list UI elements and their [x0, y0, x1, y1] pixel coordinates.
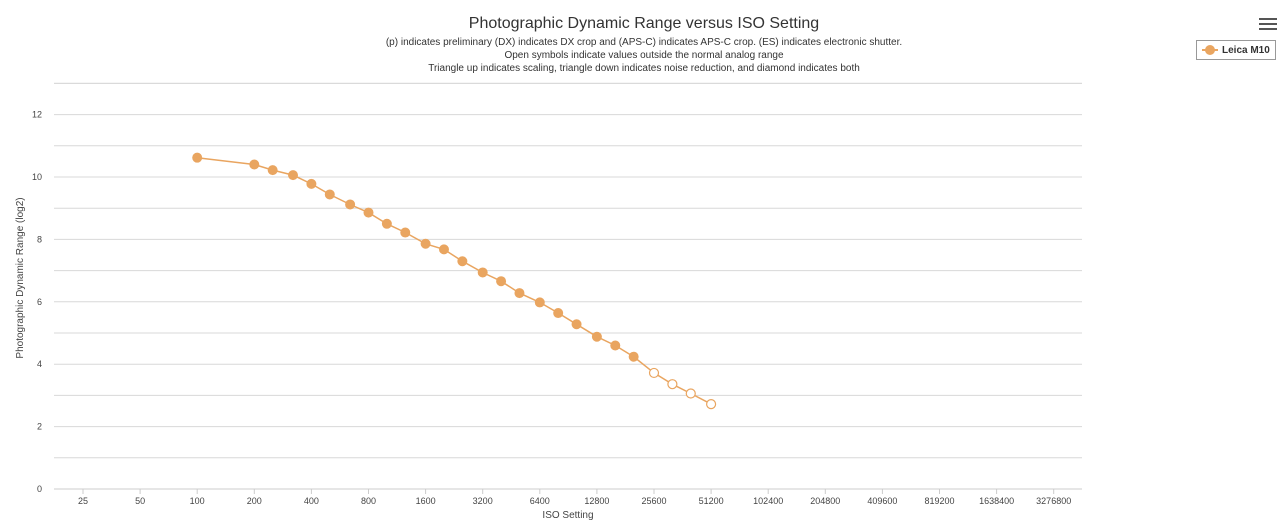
legend-marker-icon	[1202, 45, 1218, 55]
y-tick-label: 10	[32, 172, 42, 182]
data-point[interactable]	[438, 244, 449, 255]
x-tick-label: 1600	[416, 496, 436, 506]
x-tick-label: 102400	[753, 496, 783, 506]
x-tick-label: 50	[135, 496, 145, 506]
hamburger-menu-icon[interactable]	[1258, 16, 1278, 34]
x-tick-label: 25600	[641, 496, 666, 506]
x-tick-label: 409600	[867, 496, 897, 506]
data-point[interactable]	[477, 267, 488, 278]
x-tick-label: 3200	[473, 496, 493, 506]
data-point[interactable]	[553, 308, 564, 319]
data-point[interactable]	[381, 218, 392, 229]
x-tick-label: 51200	[699, 496, 724, 506]
legend-item-leica-m10[interactable]: Leica M10	[1196, 40, 1276, 60]
x-tick-label: 12800	[584, 496, 609, 506]
data-point[interactable]	[591, 331, 602, 342]
data-point[interactable]	[306, 178, 317, 189]
data-point[interactable]	[324, 189, 335, 200]
x-axis-title: ISO Setting	[542, 510, 593, 520]
y-tick-label: 0	[37, 484, 42, 494]
x-tick-label: 6400	[530, 496, 550, 506]
data-point[interactable]	[514, 288, 525, 299]
x-tick-label: 200	[247, 496, 262, 506]
data-point[interactable]	[667, 379, 678, 390]
grid	[54, 82, 1082, 490]
x-axis: 25 50 100 200 400 800 1600 3200 6400 12800 25600 51…	[54, 488, 1082, 506]
y-tick-label: 4	[37, 359, 42, 369]
chart-subtitle-line-1: (p) indicates preliminary (DX) indicates…	[386, 37, 902, 48]
chart-title: Photographic Dynamic Range versus ISO Se…	[469, 15, 819, 32]
data-point[interactable]	[610, 340, 621, 351]
menu-bar	[1259, 28, 1277, 30]
x-tick-label: 204800	[810, 496, 840, 506]
menu-bar	[1259, 23, 1277, 25]
x-tick-label: 3276800	[1036, 496, 1071, 506]
chart-subtitle-line-2: Open symbols indicate values outside the…	[504, 50, 783, 61]
data-point[interactable]	[685, 388, 696, 399]
data-point[interactable]	[420, 238, 431, 249]
x-tick-label: 819200	[924, 496, 954, 506]
menu-bar	[1259, 18, 1277, 20]
y-tick-label: 6	[37, 297, 42, 307]
y-tick-label: 2	[37, 422, 42, 432]
data-point[interactable]	[571, 319, 582, 330]
data-point[interactable]	[648, 367, 660, 379]
y-axis-title: Photographic Dynamic Range (log2)	[15, 197, 26, 358]
data-point[interactable]	[496, 276, 507, 287]
x-tick-label: 800	[361, 496, 376, 506]
data-point[interactable]	[534, 297, 545, 308]
y-tick-label: 12	[32, 110, 42, 120]
data-point[interactable]	[192, 152, 203, 163]
legend-dot	[1205, 45, 1215, 55]
data-point[interactable]	[249, 159, 260, 170]
series-leica-m10[interactable]	[192, 152, 717, 410]
data-point[interactable]	[705, 399, 717, 410]
data-point[interactable]	[288, 170, 299, 181]
x-tick-label: 25	[78, 496, 88, 506]
data-point[interactable]	[363, 207, 374, 218]
y-axis-tick-labels: 0 2 4 6 8 10 12	[32, 110, 42, 494]
legend-label: Leica M10	[1222, 44, 1270, 56]
x-tick-label: 400	[304, 496, 319, 506]
y-tick-label: 8	[37, 234, 42, 244]
data-point[interactable]	[400, 227, 411, 238]
data-point[interactable]	[267, 165, 278, 176]
x-tick-label: 100	[190, 496, 205, 506]
data-point[interactable]	[345, 199, 356, 210]
data-point[interactable]	[457, 256, 468, 267]
x-tick-label: 1638400	[979, 496, 1014, 506]
data-point[interactable]	[628, 351, 639, 362]
chart-subtitle-line-3: Triangle up indicates scaling, triangle …	[428, 63, 860, 74]
series-line	[197, 156, 712, 405]
